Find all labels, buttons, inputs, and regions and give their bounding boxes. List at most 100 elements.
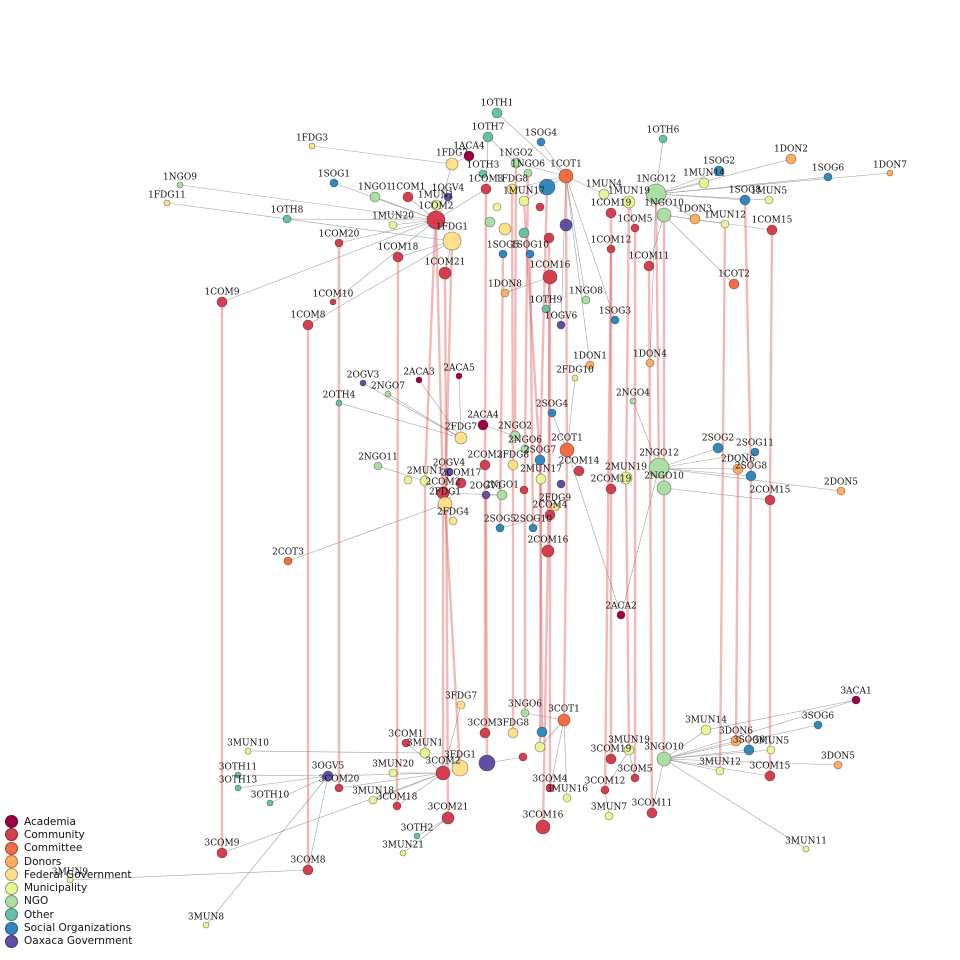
node-label-1ACA4: 1ACA4 (453, 142, 485, 152)
graph-edge (620, 467, 660, 616)
node-2MUN1 (419, 475, 431, 487)
node-label-2FDG1: 2FDG1 (429, 488, 461, 498)
node-1COM2 (426, 210, 446, 230)
graph-edge (458, 375, 462, 439)
node-label-3COM18: 3COM18 (377, 793, 418, 803)
interlayer-link (443, 503, 462, 769)
legend-swatch (5, 815, 18, 829)
graph-edge (269, 775, 329, 804)
node-label-1FDG8: 1FDG8 (496, 175, 528, 185)
graph-edge (566, 449, 622, 616)
node-label-2COM15: 2COM15 (750, 486, 791, 496)
interlayer-link (434, 219, 445, 494)
node-label-2FDG7: 2FDG7 (445, 423, 477, 433)
graph-edge (663, 729, 707, 760)
node-1DON4 (645, 358, 655, 368)
node-1OTH3 (478, 169, 488, 179)
legend-item-academia: Academia (5, 815, 132, 829)
node-3MUN1 (419, 747, 431, 759)
node-label-1MUN19: 1MUN19 (608, 187, 650, 197)
node-3OTH13 (234, 784, 242, 792)
node-label-2MUN1: 2MUN1 (407, 467, 443, 477)
interlayer-link (483, 188, 488, 466)
node-label-3OTH11: 3OTH11 (219, 763, 257, 773)
node-1COM3 (480, 183, 492, 195)
interlayer-link (718, 223, 727, 772)
legend-label: Community (24, 828, 85, 841)
graph-edge (377, 465, 426, 482)
legend-label: Other (24, 908, 54, 921)
node-1MUN20 (388, 220, 398, 230)
node-1COM11 (643, 260, 655, 272)
node-label-3NGO6: 3NGO6 (508, 700, 542, 710)
node-1COM10 (329, 298, 337, 306)
node-label-3MUN18: 3MUN18 (352, 787, 394, 797)
node-label-3MUN8: 3MUN8 (188, 913, 224, 923)
node-3FDG1 (451, 759, 469, 777)
node-label-2NGO11: 2NGO11 (358, 453, 398, 463)
legend-item-social-organizations: Social Organizations (5, 921, 132, 935)
node-1NGO1 (369, 191, 381, 203)
node-1COM16 (542, 269, 558, 285)
graph-edge (655, 158, 792, 195)
graph-edge (387, 393, 462, 439)
node-1COM19 (605, 207, 617, 219)
node-2NGO7 (384, 390, 392, 398)
legend-item-committee: Committee (5, 841, 132, 855)
legend-swatch (5, 868, 18, 882)
node-label-2NGO12: 2NGO12 (639, 449, 679, 459)
graph-edge (663, 699, 857, 760)
node-label-3MUN21: 3MUN21 (382, 841, 424, 851)
node-1COM21 (438, 266, 452, 280)
node-label-2NGO2: 2NGO2 (498, 422, 532, 432)
graph-edge (524, 712, 565, 721)
node-label-2COT3: 2COT3 (272, 548, 304, 558)
node-1DON3 (689, 213, 701, 225)
node-1ACA4 (463, 150, 475, 162)
node-label-3COM20: 3COM20 (319, 775, 360, 785)
interlayer-link (747, 475, 753, 751)
node-label-3COM4: 3COM4 (533, 775, 568, 785)
node-1SOG10 (525, 249, 535, 259)
node-1FDG8 (506, 183, 518, 195)
node-label-2SOG10: 2SOG10 (514, 515, 552, 525)
interlayer-link (562, 449, 569, 721)
node-2DON5 (836, 486, 846, 496)
node-label-2MUN17: 2MUN17 (520, 465, 562, 475)
node-label-2COM19: 2COM19 (591, 475, 632, 485)
graph-edge (705, 699, 857, 731)
node-1COM12 (606, 244, 616, 254)
graph-edge (332, 219, 437, 303)
graph-edge (396, 772, 444, 807)
node-2FDG8 (507, 459, 519, 471)
node-1OTH9 (541, 304, 551, 314)
node-label-1DON3: 1DON3 (678, 205, 712, 215)
graph-edge (655, 170, 720, 195)
node-label-2COM4: 2COM4 (533, 501, 568, 511)
legend-label: Social Organizations (24, 922, 132, 935)
node-1COM15 (766, 224, 778, 236)
node-3MUN20 (388, 768, 398, 778)
node-1DON8 (500, 288, 510, 298)
node-2NGO1 (496, 489, 508, 501)
node-2COM14 (573, 465, 585, 477)
node-label-1FDG7: 1FDG7 (436, 149, 468, 159)
node-1DON7 (886, 169, 894, 177)
node-label-3COM1: 3COM1 (389, 730, 424, 740)
interlayer-link (498, 253, 505, 529)
node-label-2ACA2: 2ACA2 (605, 602, 636, 612)
node-label-3MUN1: 3MUN1 (407, 739, 443, 749)
node-label-3OGV5: 3OGV5 (312, 762, 345, 772)
node-label-1COM8: 1COM8 (291, 311, 326, 321)
node-1MUN14 (698, 177, 710, 189)
node-2COM4 (544, 509, 556, 521)
node-3COM20 (334, 783, 344, 793)
legend-label: Donors (24, 855, 62, 868)
node-label-1SOG10: 1SOG10 (511, 241, 549, 251)
node-2FDG4 (448, 516, 458, 526)
node-3COM16 (535, 819, 551, 835)
node-3SOG7 (536, 726, 548, 738)
legend: Academia Community Committee Donors Federal … (5, 815, 132, 948)
graph-edge (435, 188, 487, 221)
